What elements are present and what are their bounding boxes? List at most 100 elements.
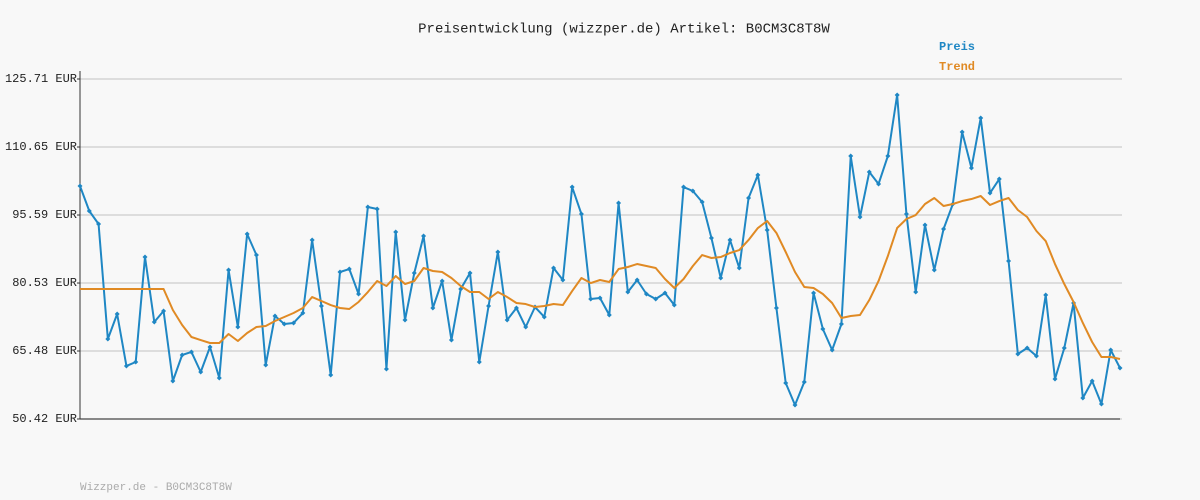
data-point: [866, 169, 872, 175]
data-point: [1033, 353, 1039, 359]
data-point: [346, 266, 352, 272]
data-point: [578, 211, 584, 217]
data-point: [77, 183, 83, 189]
data-point: [913, 289, 919, 295]
data-point: [708, 235, 714, 241]
data-point: [931, 267, 937, 273]
data-point: [588, 296, 594, 302]
data-point: [272, 313, 278, 319]
data-point: [829, 347, 835, 353]
data-point: [198, 369, 204, 375]
data-point: [281, 321, 287, 327]
data-point: [848, 153, 854, 159]
data-point: [504, 317, 510, 323]
data-point: [365, 204, 371, 210]
data-point: [885, 153, 891, 159]
data-point: [179, 352, 185, 358]
data-point: [439, 278, 445, 284]
data-point: [1080, 395, 1086, 401]
data-point: [337, 269, 343, 275]
y-tick-label: 80.53 EUR: [12, 276, 77, 290]
data-point: [662, 290, 668, 296]
data-point: [86, 208, 92, 214]
data-point: [291, 320, 297, 326]
legend-label: Preis: [939, 40, 975, 54]
data-point: [699, 199, 705, 205]
data-point: [486, 303, 492, 309]
data-point: [161, 308, 167, 314]
data-point: [1108, 347, 1114, 353]
data-point: [421, 233, 427, 239]
data-point: [922, 222, 928, 228]
y-tick-label: 125.71 EUR: [5, 72, 77, 86]
data-point: [736, 265, 742, 271]
data-point: [188, 349, 194, 355]
data-point: [523, 324, 529, 330]
data-point: [718, 275, 724, 281]
data-point: [755, 172, 761, 178]
data-point: [541, 314, 547, 320]
data-point: [978, 115, 984, 121]
data-point: [356, 291, 362, 297]
data-point: [811, 290, 817, 296]
data-point: [253, 252, 259, 258]
data-point: [318, 303, 324, 309]
data-point: [1024, 345, 1030, 351]
data-point: [690, 188, 696, 194]
data-point: [857, 214, 863, 220]
data-point: [653, 296, 659, 302]
data-point: [383, 366, 389, 372]
data-point: [876, 181, 882, 187]
data-point: [105, 336, 111, 342]
data-point: [671, 302, 677, 308]
data-point: [244, 231, 250, 237]
y-tick-label: 50.42 EUR: [12, 412, 77, 426]
series-line: [80, 195, 1121, 360]
data-point: [616, 200, 622, 206]
data-point: [133, 359, 139, 365]
data-point: [1015, 351, 1021, 357]
data-point: [681, 184, 687, 190]
data-point: [903, 211, 909, 217]
y-tick-label: 65.48 EUR: [12, 344, 77, 358]
data-point: [448, 337, 454, 343]
data-point: [1098, 401, 1104, 407]
data-point: [1006, 258, 1012, 264]
data-point: [328, 372, 334, 378]
data-point: [820, 326, 826, 332]
data-point: [216, 375, 222, 381]
y-tick-label: 110.65 EUR: [5, 140, 77, 154]
data-point: [393, 229, 399, 235]
data-point: [300, 310, 306, 316]
data-point: [941, 226, 947, 232]
data-point: [560, 277, 566, 283]
data-point: [764, 227, 770, 233]
data-point: [96, 221, 102, 227]
data-point: [968, 165, 974, 171]
data-point: [894, 92, 900, 98]
data-point: [263, 362, 269, 368]
data-point: [476, 359, 482, 365]
data-point: [959, 129, 965, 135]
data-point: [513, 305, 519, 311]
data-point: [114, 311, 120, 317]
data-point: [235, 324, 241, 330]
data-point: [411, 270, 417, 276]
data-point: [151, 319, 157, 325]
data-point: [1052, 376, 1058, 382]
data-point: [309, 237, 315, 243]
footer: Wizzper.de - B0CM3C8T8W: [80, 482, 232, 494]
data-point: [170, 378, 176, 384]
data-point: [634, 277, 640, 283]
data-point: [838, 321, 844, 327]
data-point: [374, 206, 380, 212]
y-tick-label: 95.59 EUR: [12, 208, 77, 222]
chart-title: Preisentwicklung (wizzper.de) Artikel: B…: [418, 22, 830, 38]
data-point: [597, 295, 603, 301]
data-point: [746, 195, 752, 201]
data-point: [987, 190, 993, 196]
data-point: [142, 254, 148, 260]
data-point: [123, 363, 129, 369]
data-point: [569, 184, 575, 190]
